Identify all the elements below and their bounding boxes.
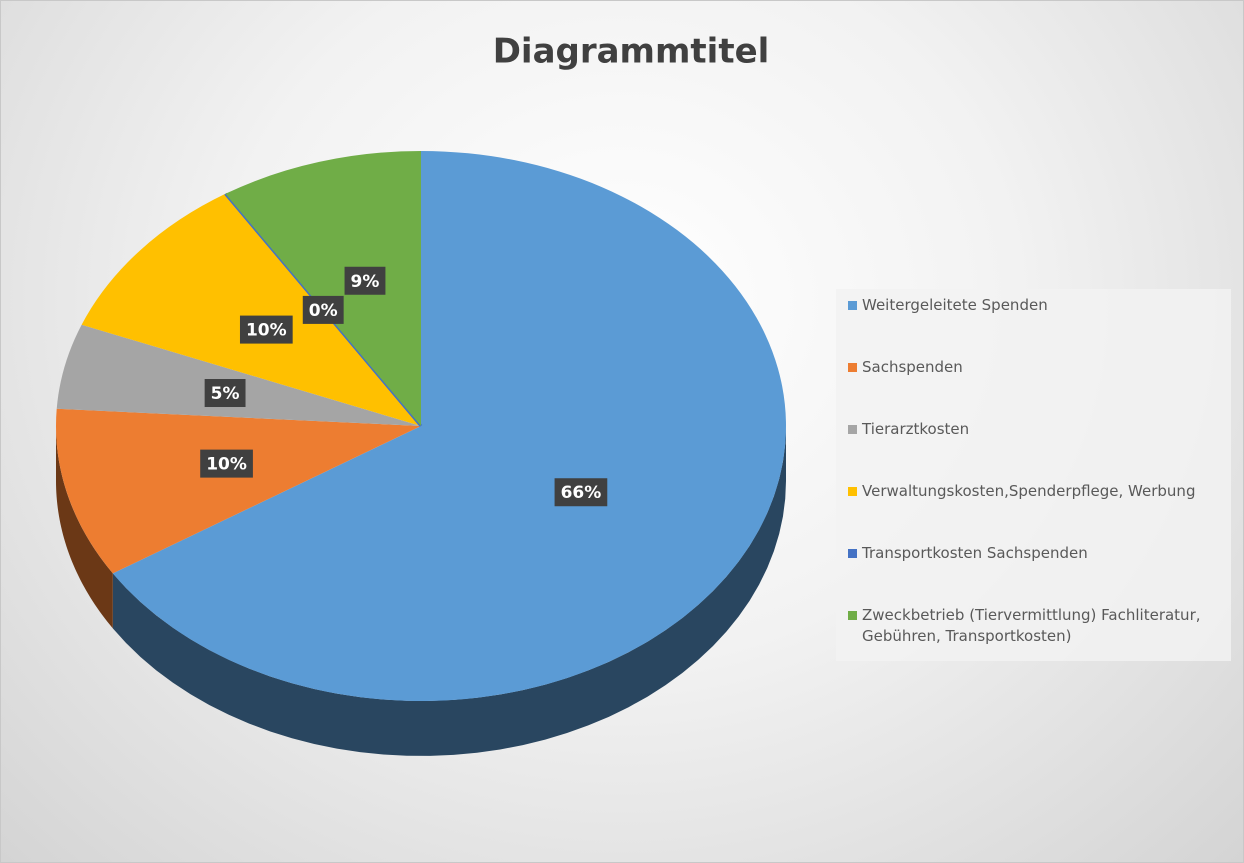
slice: [56, 408, 421, 574]
data-label-box: [204, 379, 246, 408]
legend-swatch: [848, 611, 857, 620]
legend-item: Verwaltungskosten,Spenderpflege, Werbung: [844, 481, 1223, 543]
data-label: 10%: [200, 449, 253, 478]
data-label: 10%: [239, 315, 293, 344]
legend-item: Zweckbetrieb (Tiervermittlung) Fachliter…: [844, 605, 1223, 667]
data-label-text: 66%: [561, 483, 602, 503]
data-label: 5%: [204, 379, 246, 408]
slice-side: [112, 426, 786, 756]
legend-label: Weitergeleitete Spenden: [862, 296, 1048, 314]
data-label-box: [554, 478, 608, 507]
data-label-box: [239, 315, 293, 344]
legend-item: Weitergeleitete Spenden: [844, 295, 1223, 357]
legend-label: Zweckbetrieb (Tiervermittlung) Fachliter…: [862, 606, 1201, 645]
legend-label: Verwaltungskosten,Spenderpflege, Werbung: [862, 482, 1196, 500]
slice: [112, 151, 786, 701]
data-label-text: 0%: [309, 301, 338, 321]
legend-swatch: [848, 549, 857, 558]
data-label-box: [302, 295, 344, 324]
data-label-box: [344, 266, 386, 295]
legend-label: Sachspenden: [862, 358, 963, 376]
legend-label: Transportkosten Sachspenden: [862, 544, 1088, 562]
slice: [81, 193, 421, 426]
chart-title: Diagrammtitel: [493, 32, 770, 72]
legend-item: Transportkosten Sachspenden: [844, 543, 1223, 605]
legend-swatch: [848, 363, 857, 372]
data-label-box: [200, 449, 253, 478]
legend-swatch: [848, 487, 857, 496]
data-label-text: 9%: [351, 272, 380, 292]
legend-swatch: [848, 301, 857, 310]
data-label-text: 10%: [246, 321, 287, 341]
legend-item: Tierarztkosten: [844, 419, 1223, 481]
data-label-text: 5%: [211, 384, 240, 404]
legend-swatch: [848, 425, 857, 434]
slice: [225, 151, 421, 426]
slice: [56, 324, 421, 426]
data-label: 66%: [554, 478, 608, 507]
data-label: 9%: [344, 266, 386, 295]
legend: Weitergeleitete Spenden Sachspenden Tierar…: [836, 289, 1231, 661]
data-label-text: 10%: [206, 455, 247, 475]
data-label: 0%: [302, 295, 344, 324]
legend-item: Sachspenden: [844, 357, 1223, 419]
legend-label: Tierarztkosten: [862, 420, 970, 438]
slice-side: [56, 426, 113, 629]
